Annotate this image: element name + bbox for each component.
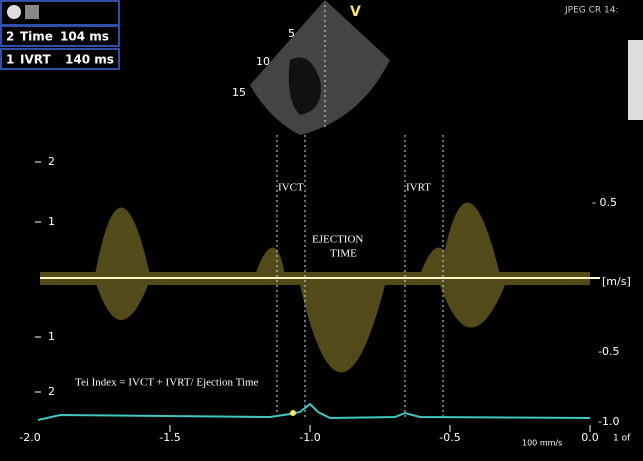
annotation: EJECTION: [312, 234, 363, 246]
sector-label: V: [350, 4, 361, 20]
right-scale-label: - 0.5: [592, 196, 617, 209]
page-indicator: 1 of: [613, 434, 631, 444]
left-scale-label: 1: [48, 330, 55, 343]
x-axis-label: -1.5: [159, 431, 180, 444]
depth-tick: 10: [256, 55, 270, 68]
header-info: JPEG CR 14:: [564, 6, 619, 16]
measurement-index: 1: [6, 53, 14, 67]
icon: [25, 5, 39, 19]
annotation: Tei Index = IVCT + IVRT/ Ejection Time: [75, 377, 259, 389]
gray-bar: [628, 40, 643, 120]
ultrasound-screen: 2 Time 104 ms 1 IVRT 140 ms JPEG CR 14: …: [0, 0, 643, 461]
measurement-value: 104 ms: [60, 30, 109, 44]
icon: [7, 5, 21, 19]
x-axis-label: -0.5: [439, 431, 460, 444]
sweep-speed: 100 mm/s: [522, 439, 562, 448]
annotation: IVRT: [406, 182, 431, 194]
measurement-label: IVRT: [20, 53, 51, 67]
measurement-index: 2: [6, 30, 14, 44]
depth-tick: 15: [232, 86, 246, 99]
right-scale-label: -1.0: [598, 415, 619, 428]
x-axis-label: -2.0: [19, 431, 40, 444]
x-axis-label: 0.0: [581, 431, 599, 444]
right-scale-label: -0.5: [598, 345, 619, 358]
x-axis-label: -1.0: [299, 431, 320, 444]
left-scale-label: 2: [48, 385, 55, 398]
annotation: IVCT: [278, 182, 304, 194]
right-scale-label: [m/s]: [602, 275, 631, 288]
measurement-value: 140 ms: [65, 53, 114, 67]
ecg-marker: [290, 410, 296, 416]
left-scale-label: 2: [48, 155, 55, 168]
depth-tick: 5: [288, 27, 295, 40]
measurement-label: Time: [20, 30, 53, 44]
annotation: TIME: [330, 248, 357, 260]
left-scale-label: 1: [48, 215, 55, 228]
